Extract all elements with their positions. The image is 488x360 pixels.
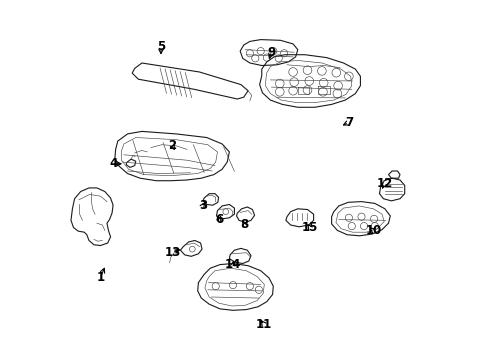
Text: 12: 12 [376,177,392,190]
Text: 9: 9 [267,46,275,59]
Text: 4: 4 [109,157,117,170]
Text: 14: 14 [224,258,241,271]
Text: 1: 1 [96,271,104,284]
Text: 10: 10 [365,224,381,237]
Text: 13: 13 [164,246,180,258]
Text: 7: 7 [344,116,352,129]
Text: 15: 15 [301,221,318,234]
Text: 2: 2 [168,139,176,152]
Text: 3: 3 [199,199,207,212]
Text: 8: 8 [240,219,248,231]
Text: 6: 6 [215,213,223,226]
Text: 11: 11 [256,318,272,331]
Text: 5: 5 [157,40,165,53]
